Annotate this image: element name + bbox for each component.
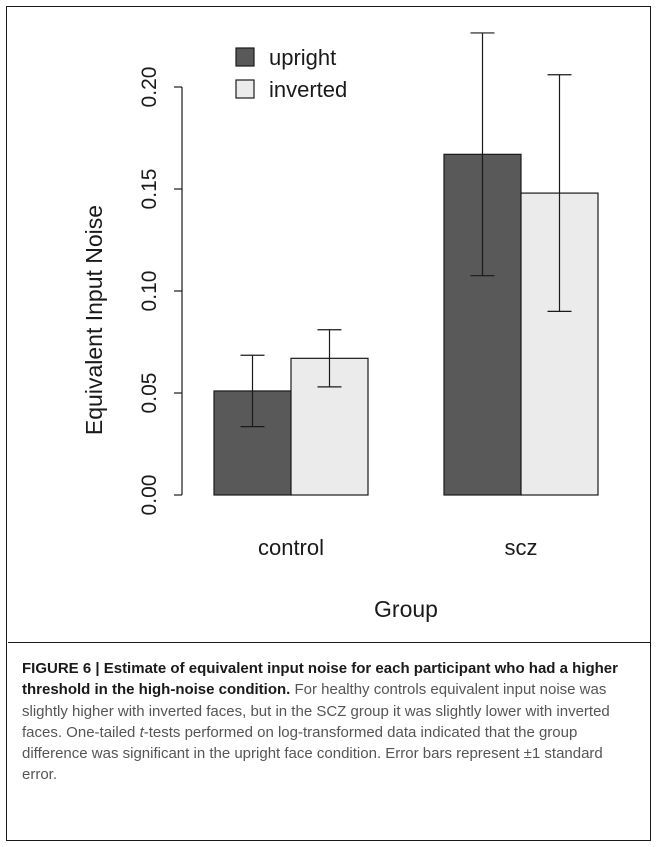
y-axis-label: Equivalent Input Noise	[81, 205, 107, 435]
figure-caption: FIGURE 6 | Estimate of equivalent input …	[22, 658, 637, 786]
x-tick-label-scz: scz	[505, 535, 538, 560]
bars	[213, 153, 599, 496]
y-tick-label: 0.15	[138, 169, 161, 210]
legend-swatch-upright	[235, 47, 255, 67]
legend-swatch-inverted	[235, 79, 255, 99]
y-tick-label: 0.05	[138, 373, 161, 414]
x-axis-labels: control scz	[258, 535, 538, 560]
bar-chart: 0.00 0.05 0.10 0.15 0.20 control scz upright i…	[81, 32, 599, 622]
caption-t-italic: t	[139, 723, 144, 741]
y-tick-label: 0.10	[138, 271, 161, 312]
y-tick-label: 0.20	[138, 67, 161, 108]
error-bars	[240, 32, 572, 428]
x-axis-label: Group	[374, 596, 438, 622]
caption-label: FIGURE 6 |	[22, 660, 100, 677]
caption-title: Estimate of equivalent input noise for e…	[22, 660, 618, 699]
caption-separator	[8, 642, 650, 643]
legend: upright inverted	[235, 45, 347, 102]
caption-body-start: For healthy controls equivalent input no…	[22, 681, 610, 741]
legend-label-inverted: inverted	[269, 77, 347, 102]
legend-label-upright: upright	[269, 45, 336, 70]
y-axis: 0.00 0.05 0.10 0.15 0.20	[138, 67, 183, 516]
caption-body-end: -tests performed on log-transformed data…	[22, 723, 603, 784]
y-tick-label: 0.00	[138, 475, 161, 516]
x-tick-label-control: control	[258, 535, 324, 560]
